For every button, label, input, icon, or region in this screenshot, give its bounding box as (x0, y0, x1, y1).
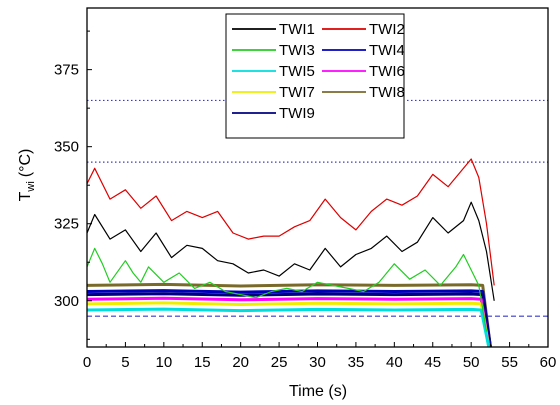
legend-label-twi5: TWI5 (279, 63, 315, 80)
x-tick-label: 5 (121, 354, 129, 371)
legend-label-twi6: TWI6 (369, 63, 405, 80)
x-tick-label: 20 (232, 354, 249, 371)
series-line-twi1 (87, 201, 495, 301)
x-tick-label: 10 (155, 354, 172, 371)
series-line-twi4 (87, 289, 492, 347)
series-line-twi2 (87, 158, 495, 286)
y-tick-label: 325 (54, 216, 79, 233)
series-line-twi5 (87, 307, 491, 347)
y-axis-title-main: T (17, 191, 34, 201)
legend-label-twi2: TWI2 (369, 21, 405, 38)
legend: TWI1 TWI2 TWI3 TWI4 TWI5 TWI6 TWI7 TWI8 TWI9 (225, 13, 405, 139)
y-tick-label: 350 (54, 139, 79, 156)
legend-box (225, 13, 405, 139)
y-axis-title-subscript: wi (25, 181, 37, 192)
y-axis-title: Twi (°C) (17, 149, 37, 202)
x-tick-label: 35 (348, 354, 365, 371)
series-line-twi6 (87, 296, 491, 347)
reference-lines (87, 99, 548, 317)
legend-label-twi3: TWI3 (279, 42, 315, 59)
x-tick-label: 25 (271, 354, 288, 371)
series-line-twi7 (87, 301, 491, 347)
legend-label-twi4: TWI4 (369, 42, 405, 59)
series-layer (87, 158, 495, 347)
legend-label-twi9: TWI9 (279, 105, 315, 122)
legend-label-twi8: TWI8 (369, 84, 405, 101)
x-tick-label: 40 (386, 354, 403, 371)
y-tick-label: 375 (54, 62, 79, 79)
x-tick-label: 15 (194, 354, 211, 371)
y-tick-label: 300 (54, 293, 79, 310)
x-axis-title: Time (s) (289, 383, 347, 400)
legend-label-twi1: TWI1 (279, 21, 315, 38)
x-tick-label: 45 (424, 354, 441, 371)
y-axis-title-unit: (°C) (17, 149, 34, 178)
x-tick-label: 55 (501, 354, 518, 371)
y-axis: 300 325 350 375 (54, 30, 92, 340)
x-tick-label: 0 (83, 354, 91, 371)
series-line-twi8 (87, 282, 492, 347)
legend-label-twi7: TWI7 (279, 84, 315, 101)
series-line-twi3 (87, 247, 488, 332)
x-axis: 0 5 10 15 20 25 30 35 40 45 50 55 60 (83, 342, 557, 371)
x-tick-label: 50 (463, 354, 480, 371)
x-tick-label: 30 (309, 354, 326, 371)
x-tick-label: 60 (540, 354, 557, 371)
